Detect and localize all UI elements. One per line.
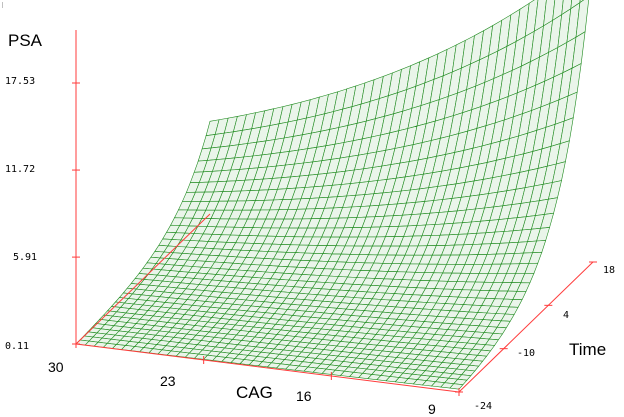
- surface-cell: [449, 383, 464, 390]
- cag-tick-label: 23: [160, 373, 176, 389]
- time-tick-label: 4: [563, 310, 569, 321]
- z-axis-title: PSA: [8, 31, 43, 50]
- time-axis-title: Time: [569, 340, 606, 359]
- axes: [72, 30, 597, 396]
- time-tick-label: -10: [517, 348, 535, 359]
- back-floor-line: [75, 213, 211, 345]
- time-tick-label: 18: [603, 265, 615, 276]
- z-tick-label: 5.91: [13, 252, 37, 263]
- time-tick-label: -24: [474, 401, 492, 412]
- window-edge-mark: [2, 2, 3, 8]
- cag-tick-label: 16: [296, 388, 312, 404]
- z-tick-label: 11.72: [5, 164, 35, 175]
- cag-tick-label: 9: [428, 401, 436, 417]
- z-tick-label: 0.11: [5, 341, 29, 352]
- cag-axis-line: [75, 343, 460, 393]
- surface-mesh: [75, 0, 589, 390]
- z-tick-label: 17.53: [5, 76, 35, 87]
- time-axis-line: [458, 261, 594, 393]
- cag-axis-title: CAG: [236, 383, 273, 402]
- cag-tick-label: 30: [48, 359, 64, 375]
